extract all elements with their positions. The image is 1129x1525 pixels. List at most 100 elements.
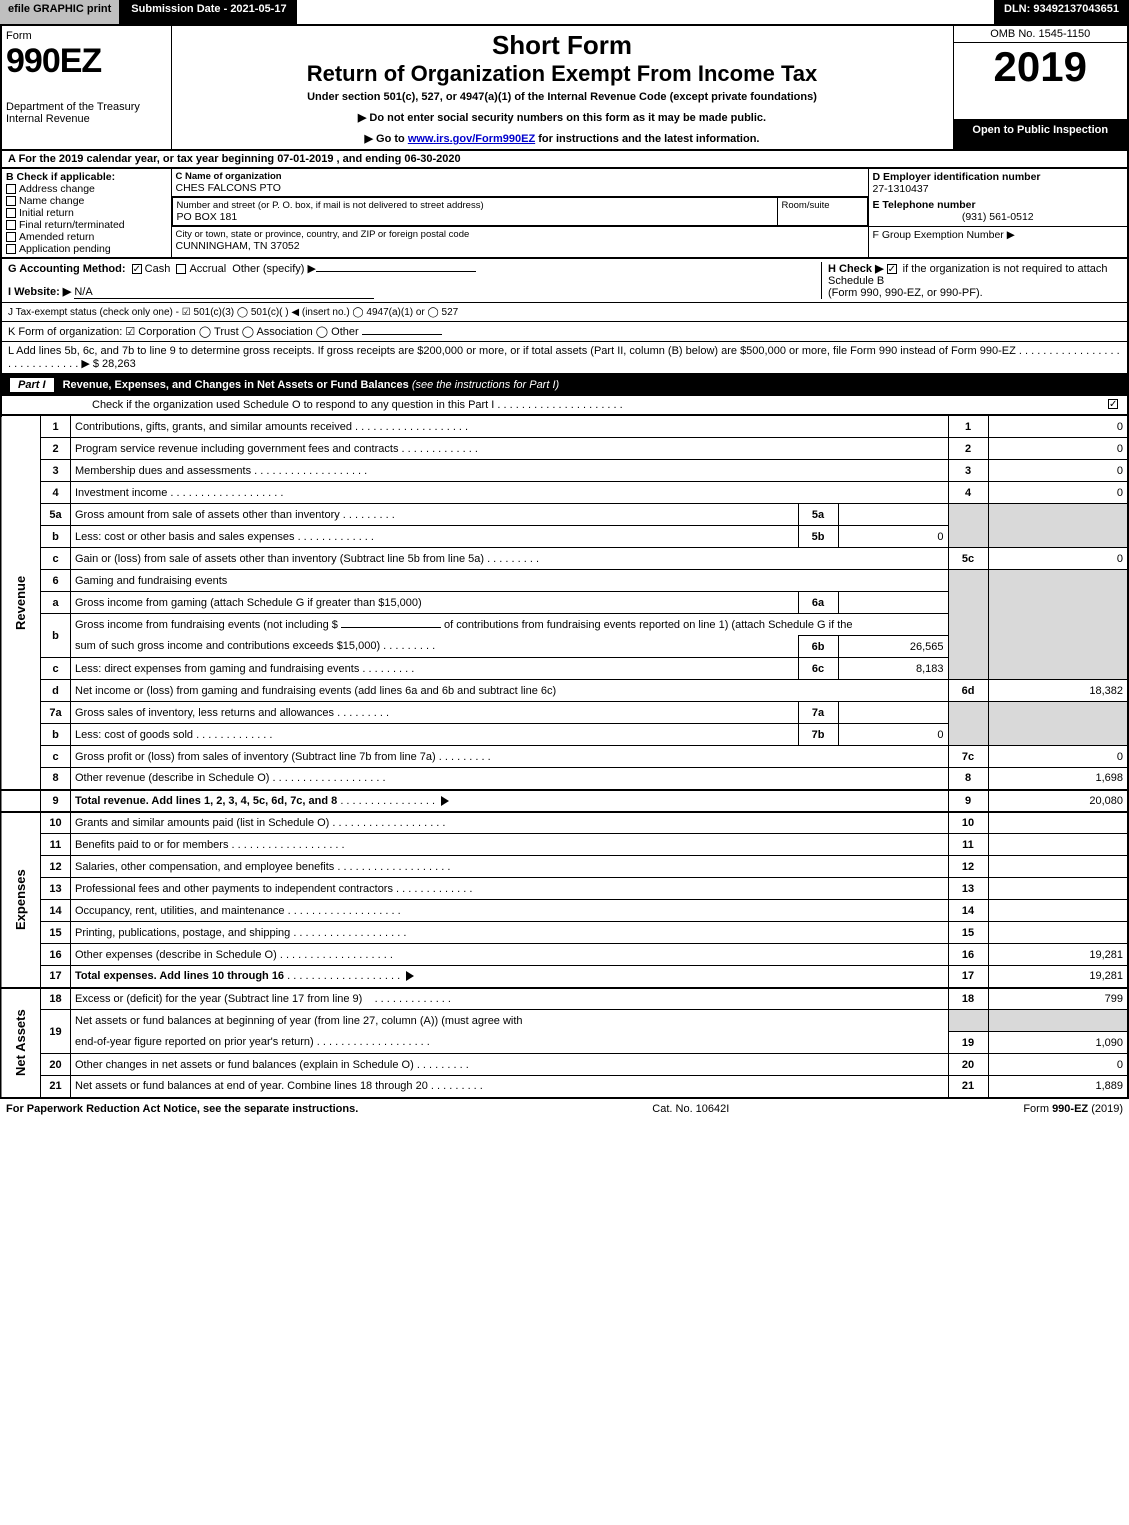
line-17-num: 17 xyxy=(41,966,71,988)
line-5c-ref: 5c xyxy=(948,548,988,570)
line-5b-mini: 5b xyxy=(798,526,838,548)
line-8-num: 8 xyxy=(41,768,71,790)
cash-checkbox[interactable] xyxy=(132,264,142,274)
amended-return-label: Amended return xyxy=(19,231,94,243)
name-change-label: Name change xyxy=(19,195,84,207)
line-11-num: 11 xyxy=(41,834,71,856)
street-label: Number and street (or P. O. box, if mail… xyxy=(177,200,773,211)
tax-exempt-status: J Tax-exempt status (check only one) - ☑… xyxy=(8,307,458,318)
app-pending-checkbox[interactable] xyxy=(6,244,16,254)
line-18-desc: Excess or (deficit) for the year (Subtra… xyxy=(75,993,362,1005)
cash-label: Cash xyxy=(145,263,171,275)
ein-label: D Employer identification number xyxy=(873,171,1124,183)
other-org-input[interactable] xyxy=(362,334,442,335)
footer-mid: Cat. No. 10642I xyxy=(652,1103,729,1115)
line-1-val: 0 xyxy=(988,416,1128,438)
omb-number: OMB No. 1545-1150 xyxy=(954,26,1128,43)
row-gh: G Accounting Method: Cash Accrual Other … xyxy=(0,259,1129,303)
irs-link[interactable]: www.irs.gov/Form990EZ xyxy=(408,133,535,145)
line-2-val: 0 xyxy=(988,438,1128,460)
line-6b-mini: 6b xyxy=(798,636,838,658)
tel-value: (931) 561-0512 xyxy=(873,211,1124,223)
shade-19v xyxy=(988,1010,1128,1032)
line-16-ref: 16 xyxy=(948,944,988,966)
line-17-ref: 17 xyxy=(948,966,988,988)
line-7c-ref: 7c xyxy=(948,746,988,768)
efile-print-button[interactable]: efile GRAPHIC print xyxy=(0,0,121,24)
final-return-checkbox[interactable] xyxy=(6,220,16,230)
line-10-val xyxy=(988,812,1128,834)
other-input[interactable] xyxy=(316,271,476,272)
website-value: N/A xyxy=(74,286,374,299)
accrual-checkbox[interactable] xyxy=(176,264,186,274)
line-5a-desc: Gross amount from sale of assets other t… xyxy=(75,509,395,521)
addr-change-checkbox[interactable] xyxy=(6,184,16,194)
city-value: CUNNINGHAM, TN 37052 xyxy=(176,240,864,252)
shade-19 xyxy=(948,1010,988,1032)
tax-year: 2019 xyxy=(954,43,1128,91)
line-4-val: 0 xyxy=(988,482,1128,504)
line-4-desc: Investment income xyxy=(75,487,283,499)
line-14-num: 14 xyxy=(41,900,71,922)
line-6b-desc2: of contributions from fundraising events… xyxy=(444,619,852,631)
line-3-ref: 3 xyxy=(948,460,988,482)
line-8-ref: 8 xyxy=(948,768,988,790)
arrow-icon-17 xyxy=(406,971,414,981)
form-header: Form 990EZ Department of the Treasury In… xyxy=(0,24,1129,151)
part-i-header: Part I Revenue, Expenses, and Changes in… xyxy=(0,374,1129,396)
amended-return-checkbox[interactable] xyxy=(6,232,16,242)
footer-right-post: (2019) xyxy=(1088,1103,1123,1115)
line-17-desc: Total expenses. Add lines 10 through 16 xyxy=(75,970,284,982)
line-20-val: 0 xyxy=(988,1054,1128,1076)
schedule-o-checkbox[interactable] xyxy=(1108,399,1118,409)
shade-5v xyxy=(988,504,1128,548)
arrow-icon xyxy=(441,796,449,806)
org-name: CHES FALCONS PTO xyxy=(176,182,864,194)
name-change-checkbox[interactable] xyxy=(6,196,16,206)
line-12-val xyxy=(988,856,1128,878)
footer-left: For Paperwork Reduction Act Notice, see … xyxy=(6,1103,358,1115)
line-10-ref: 10 xyxy=(948,812,988,834)
part-i-rest: (see the instructions for Part I) xyxy=(412,379,559,391)
accounting-label: G Accounting Method: xyxy=(8,263,126,275)
initial-return-checkbox[interactable] xyxy=(6,208,16,218)
final-return-label: Final return/terminated xyxy=(19,219,125,231)
top-bar: efile GRAPHIC print Submission Date - 20… xyxy=(0,0,1129,24)
line-19-desc2: end-of-year figure reported on prior yea… xyxy=(75,1036,430,1048)
goto-post: for instructions and the latest informat… xyxy=(535,133,759,145)
line-2-desc: Program service revenue including govern… xyxy=(75,443,478,455)
h-checkbox[interactable] xyxy=(887,264,897,274)
line-3-num: 3 xyxy=(41,460,71,482)
line-7a-desc: Gross sales of inventory, less returns a… xyxy=(75,707,389,719)
line-5c-desc: Gain or (loss) from sale of assets other… xyxy=(75,553,539,565)
website-label: I Website: ▶ xyxy=(8,286,71,298)
under-note: Under section 501(c), 527, or 4947(a)(1)… xyxy=(176,91,949,103)
form-number: 990EZ xyxy=(6,42,167,81)
line-6d-ref: 6d xyxy=(948,680,988,702)
line-11-ref: 11 xyxy=(948,834,988,856)
line-15-desc: Printing, publications, postage, and shi… xyxy=(75,927,406,939)
line-1-ref: 1 xyxy=(948,416,988,438)
line-12-desc: Salaries, other compensation, and employ… xyxy=(75,861,450,873)
line-6d-val: 18,382 xyxy=(988,680,1128,702)
line-13-ref: 13 xyxy=(948,878,988,900)
line-14-val xyxy=(988,900,1128,922)
line-5a-mini: 5a xyxy=(798,504,838,526)
main-title: Return of Organization Exempt From Incom… xyxy=(176,61,949,87)
part-i-label: Part I xyxy=(10,378,54,392)
line-5a-mval xyxy=(838,504,948,526)
page-footer: For Paperwork Reduction Act Notice, see … xyxy=(0,1099,1129,1119)
line-6a-num: a xyxy=(41,592,71,614)
line-5b-mval: 0 xyxy=(838,526,948,548)
line-20-ref: 20 xyxy=(948,1054,988,1076)
line-6b-contrib-input[interactable] xyxy=(341,627,441,628)
line-9-val: 20,080 xyxy=(988,790,1128,812)
line-14-ref: 14 xyxy=(948,900,988,922)
line-11-desc: Benefits paid to or for members xyxy=(75,839,345,851)
line-7a-num: 7a xyxy=(41,702,71,724)
line-7b-num: b xyxy=(41,724,71,746)
footer-right: Form 990-EZ (2019) xyxy=(1023,1103,1123,1115)
line-3-desc: Membership dues and assessments xyxy=(75,465,367,477)
line-6d-num: d xyxy=(41,680,71,702)
line-4-ref: 4 xyxy=(948,482,988,504)
